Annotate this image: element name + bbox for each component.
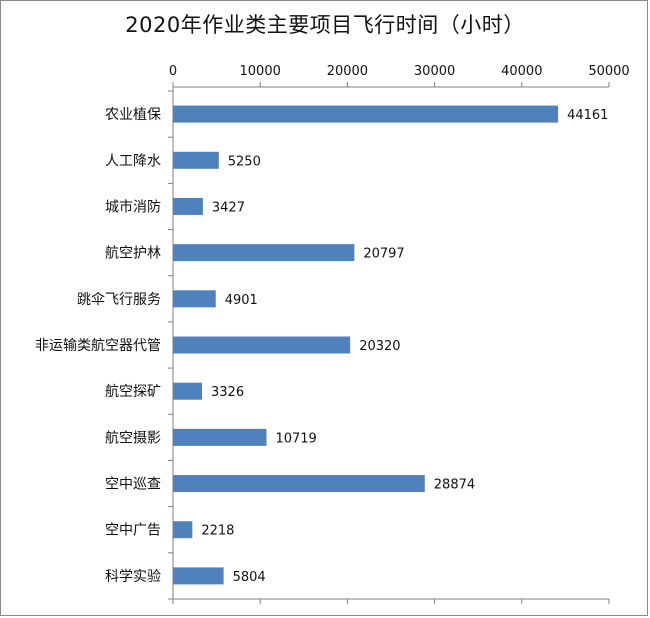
bar xyxy=(173,197,203,215)
category-label: 农业植保 xyxy=(105,107,161,123)
bar xyxy=(173,521,193,539)
bar xyxy=(173,428,267,446)
x-tick-label: 20000 xyxy=(327,64,368,79)
x-tick-label: 40000 xyxy=(501,64,542,79)
x-tick-label: 0 xyxy=(169,64,177,79)
axis-layer xyxy=(168,82,610,604)
chart-title: 2020年作业类主要项目飞行时间（小时） xyxy=(125,13,525,37)
data-label: 4901 xyxy=(225,293,258,308)
category-label: 空中广告 xyxy=(105,523,161,539)
bar xyxy=(173,567,224,585)
data-label: 2218 xyxy=(201,524,234,539)
data-label: 3427 xyxy=(212,200,245,215)
category-label: 人工降水 xyxy=(105,153,161,169)
category-label: 航空探矿 xyxy=(105,384,161,400)
bar xyxy=(173,244,355,262)
bar xyxy=(173,290,216,308)
bar xyxy=(173,336,351,354)
bar xyxy=(173,475,425,493)
data-label: 20797 xyxy=(363,247,404,262)
category-label: 城市消防 xyxy=(105,198,161,215)
category-label: 非运输类航空器代管 xyxy=(35,338,161,354)
bar-layer xyxy=(173,105,559,585)
category-label: 跳伞飞行服务 xyxy=(77,291,161,308)
bar xyxy=(173,105,559,123)
category-label: 空中巡查 xyxy=(105,477,161,493)
data-label: 3326 xyxy=(211,385,244,400)
data-label: 28874 xyxy=(434,478,475,493)
x-tick-label: 10000 xyxy=(240,64,281,79)
data-label: 5250 xyxy=(228,154,261,169)
x-tick-label: 30000 xyxy=(414,64,455,79)
data-label: 20320 xyxy=(359,339,400,354)
category-label: 科学实验 xyxy=(105,569,161,585)
category-label: 航空护林 xyxy=(105,246,161,262)
category-label: 航空摄影 xyxy=(105,430,161,446)
bar xyxy=(173,151,219,169)
bar xyxy=(173,382,203,400)
data-label: 10719 xyxy=(275,431,316,446)
data-label: 5804 xyxy=(233,570,266,585)
label-layer: 0 10000 20000 30000 40000 50000 农业植保 44161 人工降水 5… xyxy=(35,64,630,585)
data-label: 44161 xyxy=(567,108,608,123)
x-tick-label: 50000 xyxy=(588,64,629,79)
